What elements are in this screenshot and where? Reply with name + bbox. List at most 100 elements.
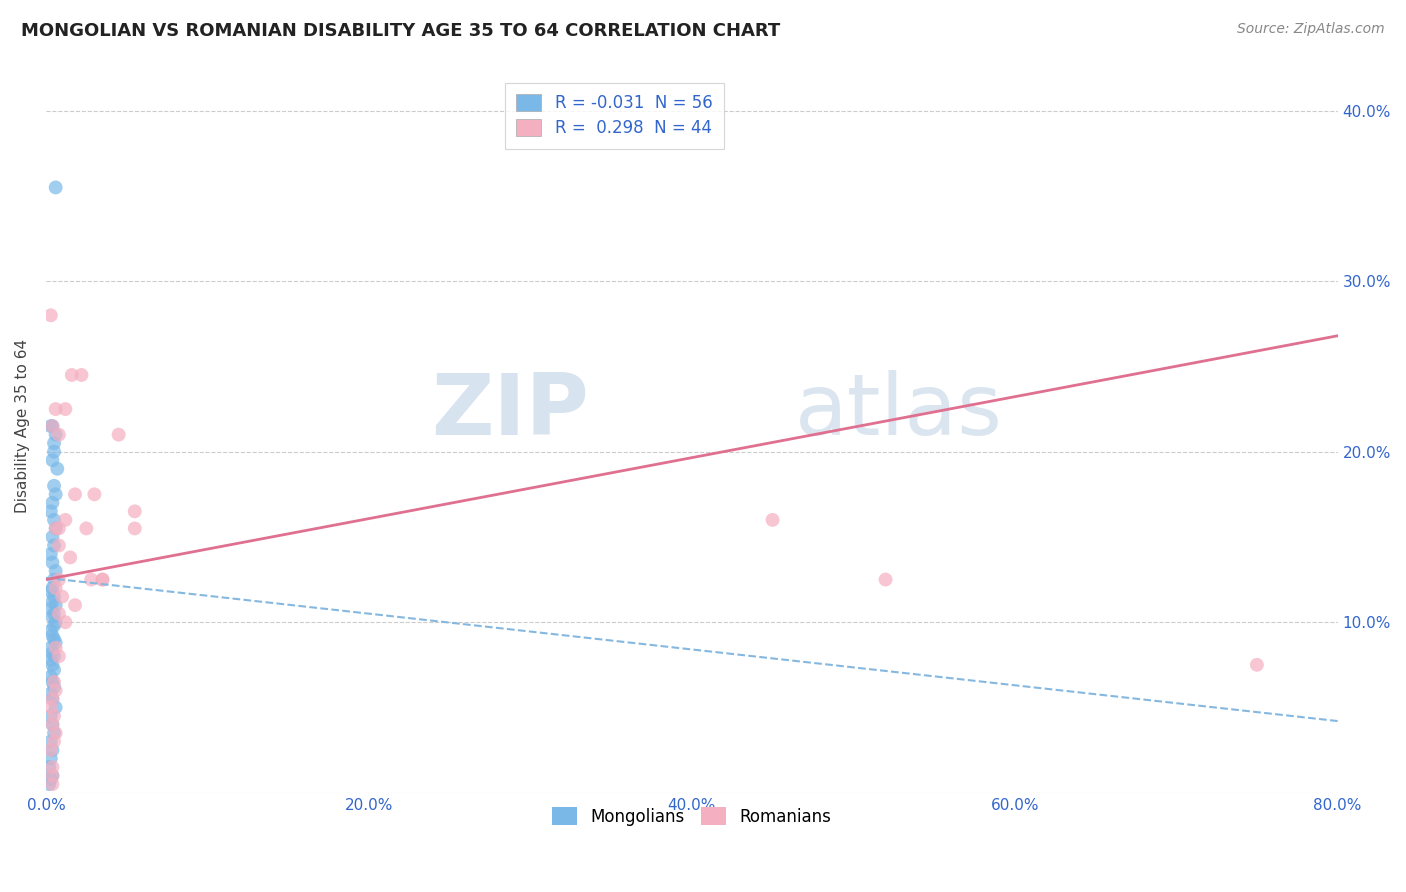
Point xyxy=(42,680,65,694)
Point xyxy=(41,769,63,783)
Point xyxy=(124,521,146,535)
Point xyxy=(48,539,70,553)
Point xyxy=(51,590,73,604)
Point xyxy=(107,427,129,442)
Point xyxy=(41,419,63,434)
Point xyxy=(41,629,63,643)
Point xyxy=(42,479,65,493)
Point xyxy=(45,487,67,501)
Point xyxy=(39,700,62,714)
Point xyxy=(45,581,67,595)
Point xyxy=(46,462,69,476)
Point xyxy=(45,180,67,194)
Text: atlas: atlas xyxy=(796,370,1002,453)
Point xyxy=(42,444,65,458)
Point xyxy=(48,573,70,587)
Point xyxy=(41,769,63,783)
Point xyxy=(42,573,65,587)
Y-axis label: Disability Age 35 to 64: Disability Age 35 to 64 xyxy=(15,339,30,513)
Point xyxy=(42,590,65,604)
Text: ZIP: ZIP xyxy=(430,370,589,453)
Point xyxy=(124,504,146,518)
Point xyxy=(45,598,67,612)
Point xyxy=(41,692,63,706)
Point xyxy=(39,687,62,701)
Point xyxy=(48,649,70,664)
Point xyxy=(45,640,67,655)
Point xyxy=(41,717,63,731)
Point xyxy=(45,615,67,630)
Point xyxy=(75,521,97,535)
Point xyxy=(45,726,67,740)
Point xyxy=(53,615,76,630)
Point xyxy=(42,539,65,553)
Point xyxy=(39,584,62,599)
Point xyxy=(42,513,65,527)
Point xyxy=(38,760,60,774)
Point xyxy=(41,646,63,660)
Point xyxy=(39,308,62,322)
Point xyxy=(45,402,67,417)
Point xyxy=(761,513,783,527)
Legend: Mongolians, Romanians: Mongolians, Romanians xyxy=(543,797,842,836)
Point xyxy=(63,598,86,612)
Point xyxy=(80,573,103,587)
Point xyxy=(48,427,70,442)
Point xyxy=(42,436,65,450)
Point xyxy=(39,734,62,748)
Point xyxy=(53,402,76,417)
Point xyxy=(41,419,63,434)
Point xyxy=(38,777,60,791)
Point xyxy=(39,653,62,667)
Point xyxy=(42,607,65,621)
Point xyxy=(39,743,62,757)
Point xyxy=(39,601,62,615)
Point xyxy=(91,573,114,587)
Point xyxy=(42,674,65,689)
Point xyxy=(60,368,83,382)
Point xyxy=(45,564,67,578)
Text: MONGOLIAN VS ROMANIAN DISABILITY AGE 35 TO 64 CORRELATION CHART: MONGOLIAN VS ROMANIAN DISABILITY AGE 35 … xyxy=(21,22,780,40)
Point xyxy=(83,487,105,501)
Point xyxy=(41,760,63,774)
Point xyxy=(39,709,62,723)
Point xyxy=(45,700,67,714)
Point xyxy=(41,717,63,731)
Point xyxy=(91,573,114,587)
Point xyxy=(875,573,897,587)
Point xyxy=(41,595,63,609)
Point xyxy=(42,734,65,748)
Point xyxy=(48,607,70,621)
Point xyxy=(42,649,65,664)
Point xyxy=(39,670,62,684)
Point xyxy=(45,521,67,535)
Point xyxy=(41,777,63,791)
Point xyxy=(45,521,67,535)
Text: Source: ZipAtlas.com: Source: ZipAtlas.com xyxy=(1237,22,1385,37)
Point xyxy=(42,709,65,723)
Point xyxy=(63,487,86,501)
Point xyxy=(39,772,62,786)
Point xyxy=(48,521,70,535)
Point xyxy=(45,427,67,442)
Point xyxy=(39,624,62,638)
Point xyxy=(41,657,63,672)
Point xyxy=(41,581,63,595)
Point xyxy=(53,513,76,527)
Point xyxy=(41,530,63,544)
Point xyxy=(42,726,65,740)
Point xyxy=(42,618,65,632)
Point xyxy=(42,632,65,647)
Point xyxy=(59,550,82,565)
Point xyxy=(41,453,63,467)
Point xyxy=(39,504,62,518)
Point xyxy=(41,692,63,706)
Point xyxy=(39,751,62,765)
Point xyxy=(39,547,62,561)
Point xyxy=(39,419,62,434)
Point xyxy=(1246,657,1268,672)
Point xyxy=(41,556,63,570)
Point xyxy=(70,368,93,382)
Point xyxy=(42,663,65,677)
Point xyxy=(41,743,63,757)
